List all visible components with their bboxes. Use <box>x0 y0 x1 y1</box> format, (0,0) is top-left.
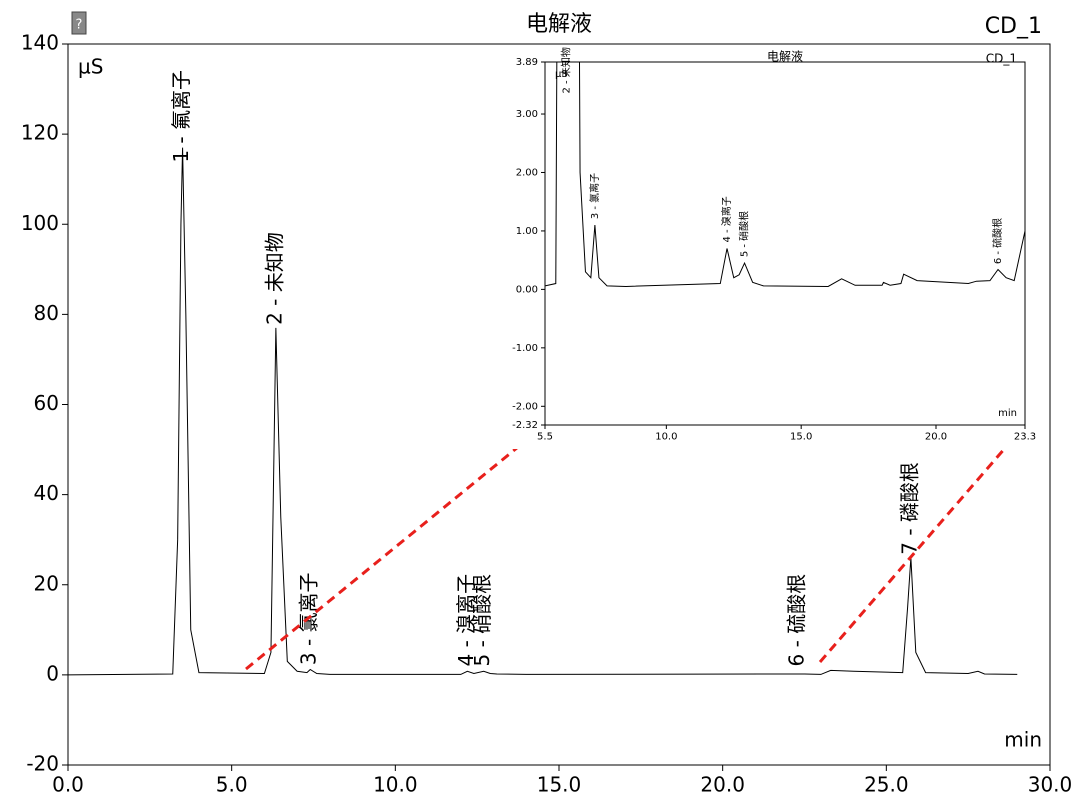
chart-title: 电解液 <box>526 12 592 37</box>
inset-chart: 电解液 CD_1 µS min 5.5 10.0 15.0 20.0 23.3 -2.32 -2.0… <box>505 47 1037 449</box>
x-tick-label: 30.0 <box>1028 773 1073 797</box>
peak-label: 7 - 磷酸根 <box>897 462 921 555</box>
y-tick-label: -20 <box>26 752 59 776</box>
y-tick-label: 0.00 <box>516 284 538 295</box>
x-unit: min <box>1004 728 1042 752</box>
y-tick-label: 80 <box>34 301 59 325</box>
peak-label: 5 - 硝酸根 <box>470 574 494 667</box>
y-tick-label: -1.00 <box>512 343 538 354</box>
y-tick-label: 1.00 <box>516 226 538 237</box>
y-tick-label: 60 <box>34 391 59 415</box>
y-tick-label: 140 <box>21 31 59 55</box>
x-tick-label: 5.0 <box>216 773 248 797</box>
chart-title: 电解液 <box>767 49 803 64</box>
x-tick-label: 5.5 <box>537 432 553 443</box>
inset-background <box>505 48 1037 449</box>
chromatogram-trace <box>68 147 1018 676</box>
x-unit: min <box>998 408 1017 419</box>
peak-label: 1 - 氟离子 <box>169 70 193 163</box>
y-tick-label: 3.00 <box>516 109 538 120</box>
zoom-guide <box>818 424 1027 663</box>
x-tick-label: 0.0 <box>52 773 84 797</box>
svg-text:?: ? <box>76 18 83 33</box>
x-tick-label: 20.0 <box>700 773 745 797</box>
peak-label: 5 - 硝酸根 <box>738 211 751 257</box>
plot-frame <box>544 61 1026 426</box>
x-tick-label: 20.0 <box>925 432 947 443</box>
help-icon[interactable]: ? <box>71 11 87 35</box>
y-unit: µS <box>555 69 568 80</box>
y-tick-label: 120 <box>21 121 59 145</box>
peak-label: 3 - 氯离子 <box>588 173 601 219</box>
x-tick-label: 10.0 <box>373 773 418 797</box>
zoom-guides <box>245 423 1027 671</box>
x-tick-label: 15.0 <box>537 773 582 797</box>
peak-label: 4 - 溴离子 <box>454 574 478 667</box>
x-tick-label: 15.0 <box>790 432 812 443</box>
peak-label: 2 - 未知物 <box>262 232 286 325</box>
y-tick-label: 40 <box>34 481 59 505</box>
peak-label: 6 - 硫酸根 <box>991 218 1004 264</box>
peak-label: 2 - 未知物 <box>560 47 573 93</box>
x-tick-label: 23.3 <box>1014 432 1036 443</box>
x-tick-label: 25.0 <box>864 773 909 797</box>
channel-label: CD_1 <box>985 14 1042 39</box>
peak-label: 6 - 硫酸根 <box>784 574 808 667</box>
y-tick-label: -2.32 <box>512 420 538 431</box>
y-unit: µS <box>78 55 103 79</box>
y-tick-label: 20 <box>34 571 59 595</box>
y-tick-label: 2.00 <box>516 167 538 178</box>
y-tick-label: 0 <box>46 661 59 685</box>
peak-label: 4 - 溴离子 <box>720 196 733 242</box>
channel-label: CD_1 <box>986 52 1017 66</box>
chromatogram-trace <box>545 62 1025 287</box>
y-tick-label: 3.89 <box>516 57 538 68</box>
y-tick-label: 100 <box>21 211 59 235</box>
y-tick-label: -2.00 <box>512 401 538 412</box>
zoom-guide <box>245 423 546 671</box>
x-tick-label: 10.0 <box>655 432 677 443</box>
